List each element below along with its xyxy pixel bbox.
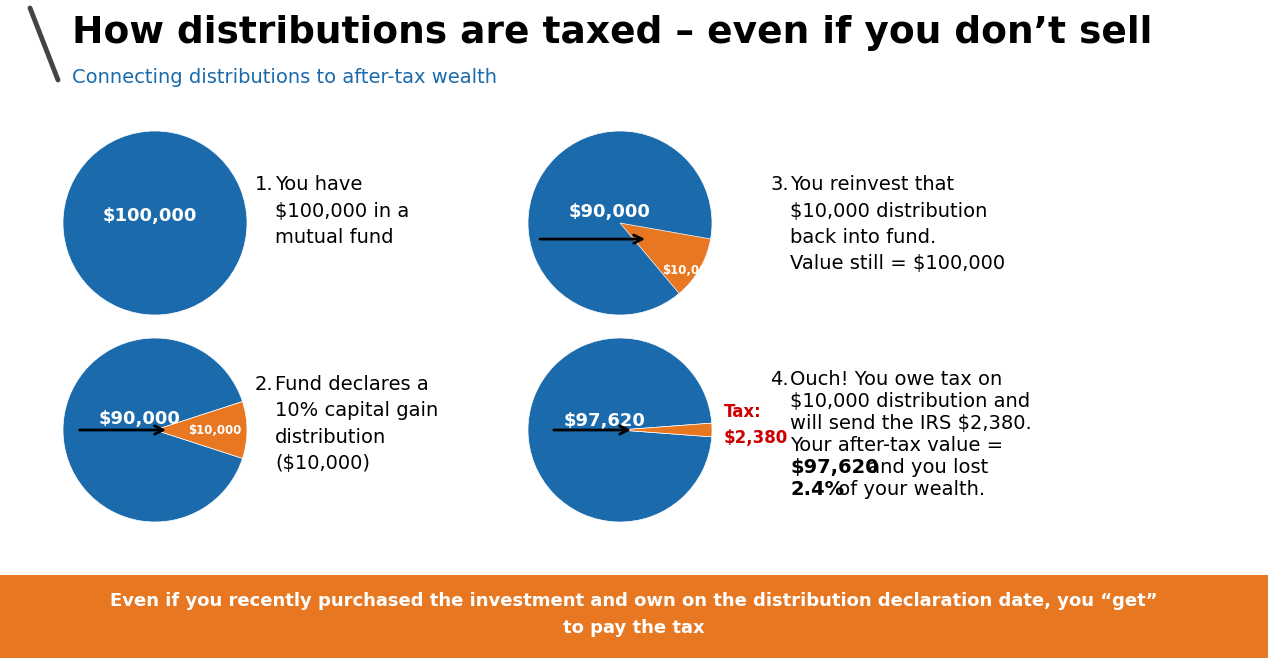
Text: 1.: 1.: [255, 175, 274, 194]
Text: and you lost: and you lost: [862, 458, 988, 477]
Text: $10,000 distribution and: $10,000 distribution and: [790, 392, 1030, 411]
Text: $97,620: $97,620: [564, 412, 645, 430]
Text: $2,380: $2,380: [724, 429, 789, 447]
Text: $90,000: $90,000: [569, 203, 650, 221]
Text: 2.: 2.: [255, 375, 274, 394]
Text: Connecting distributions to after-tax wealth: Connecting distributions to after-tax we…: [72, 68, 497, 87]
Wedge shape: [620, 223, 710, 293]
Text: will send the IRS $2,380.: will send the IRS $2,380.: [790, 414, 1032, 433]
Text: You have
$100,000 in a
mutual fund: You have $100,000 in a mutual fund: [275, 175, 410, 247]
Text: Fund declares a
10% capital gain
distribution
($10,000): Fund declares a 10% capital gain distrib…: [275, 375, 439, 474]
Wedge shape: [63, 338, 242, 522]
Text: How distributions are taxed – even if you don’t sell: How distributions are taxed – even if yo…: [72, 15, 1153, 51]
Text: 3.: 3.: [770, 175, 789, 194]
Wedge shape: [527, 338, 711, 522]
Text: Ouch! You owe tax on: Ouch! You owe tax on: [790, 370, 1002, 389]
Wedge shape: [527, 131, 713, 315]
Text: of your wealth.: of your wealth.: [832, 480, 985, 499]
Text: 2.4%: 2.4%: [790, 480, 844, 499]
Wedge shape: [155, 401, 247, 459]
FancyBboxPatch shape: [0, 575, 1268, 658]
Text: Tax:: Tax:: [724, 403, 762, 421]
Text: Even if you recently purchased the investment and own on the distribution declar: Even if you recently purchased the inves…: [110, 592, 1158, 637]
Text: $100,000: $100,000: [103, 207, 198, 224]
Text: $10,000: $10,000: [188, 424, 241, 436]
Text: $90,000: $90,000: [99, 410, 181, 428]
Text: $10,000: $10,000: [662, 265, 715, 277]
Text: Your after-tax value =: Your after-tax value =: [790, 436, 1003, 455]
Text: 4.: 4.: [770, 370, 789, 389]
Wedge shape: [620, 423, 713, 437]
Text: You reinvest that
$10,000 distribution
back into fund.
Value still = $100,000: You reinvest that $10,000 distribution b…: [790, 175, 1006, 274]
Wedge shape: [63, 131, 247, 315]
Text: $97,620: $97,620: [790, 458, 879, 477]
